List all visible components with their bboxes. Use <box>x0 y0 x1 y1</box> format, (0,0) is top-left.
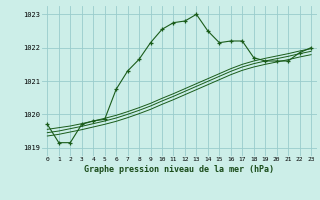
X-axis label: Graphe pression niveau de la mer (hPa): Graphe pression niveau de la mer (hPa) <box>84 165 274 174</box>
